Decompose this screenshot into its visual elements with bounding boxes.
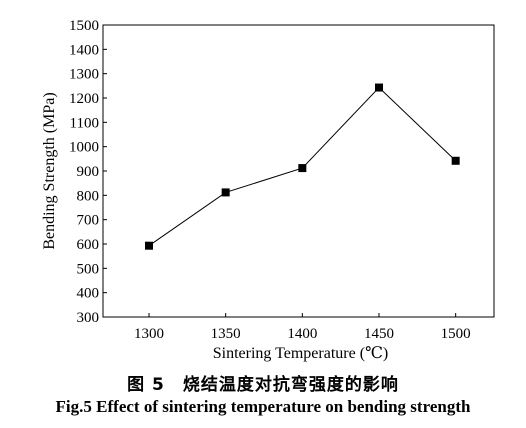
x-tick-label: 1300 — [134, 326, 164, 342]
y-tick-label: 1200 — [69, 91, 99, 107]
data-point-marker — [145, 241, 153, 250]
y-tick-label: 300 — [77, 310, 100, 326]
x-axis-title: Sintering Temperature (℃) — [213, 345, 389, 362]
x-tick-label: 1500 — [441, 326, 471, 342]
data-point-marker — [451, 156, 460, 165]
data-point-marker — [298, 164, 307, 173]
data-point-marker — [375, 83, 383, 92]
y-tick-label: 1000 — [69, 140, 99, 156]
y-tick-label: 500 — [77, 261, 100, 277]
y-tick-label: 400 — [77, 286, 100, 302]
bending-strength-chart: 300 400 500 600 700 800 900 1000 1100 1200 1300 140… — [41, 18, 495, 362]
y-tick-label: 1400 — [69, 42, 99, 58]
y-tick-label: 600 — [77, 237, 100, 253]
x-tick-label: 1450 — [364, 326, 394, 342]
y-tick-label: 1300 — [69, 67, 99, 83]
data-point-marker — [221, 188, 230, 197]
x-tick-label: 1350 — [211, 326, 241, 342]
y-tick-label: 1500 — [69, 18, 99, 34]
figure-caption-english: Fig.5 Effect of sintering temperature on… — [55, 397, 471, 416]
figure-caption-chinese: 图 5 烧结温度对抗弯强度的影响 — [127, 375, 399, 395]
y-tick-label: 800 — [77, 188, 100, 204]
y-axis-title: Bending Strength (MPa) — [41, 92, 58, 249]
y-tick-label: 1100 — [70, 115, 99, 131]
y-tick-label: 900 — [77, 164, 100, 180]
x-tick-label: 1400 — [287, 326, 317, 342]
y-tick-label: 700 — [77, 213, 100, 229]
